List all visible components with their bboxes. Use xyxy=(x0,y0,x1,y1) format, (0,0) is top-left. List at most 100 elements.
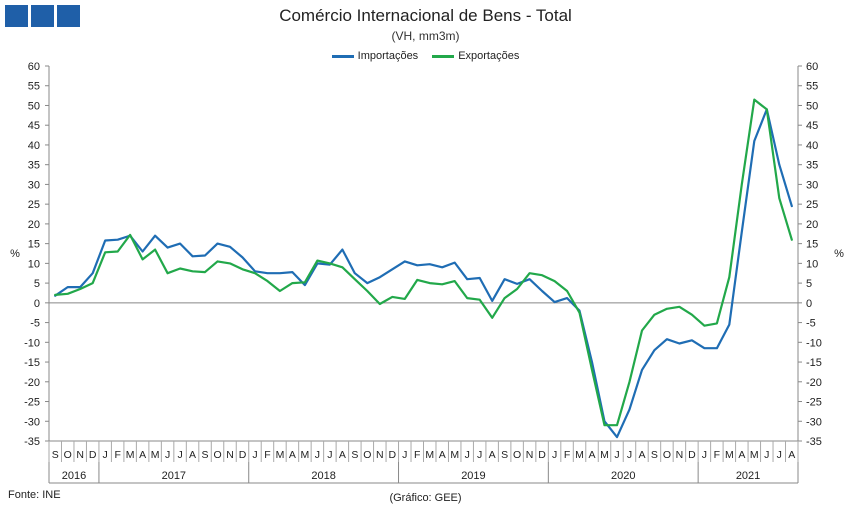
x-tick-label: J xyxy=(477,449,482,461)
y-tick-label-right: 20 xyxy=(806,219,818,231)
y-tick-label-right: -10 xyxy=(806,337,822,349)
year-label: 2018 xyxy=(311,470,335,482)
legend-label-importacoes: Importações xyxy=(357,50,419,62)
x-tick-label: J xyxy=(165,449,170,461)
x-tick-label: J xyxy=(252,449,257,461)
x-tick-label: M xyxy=(276,449,285,461)
x-tick-label: S xyxy=(52,449,59,461)
x-tick-label: A xyxy=(339,449,346,461)
y-axis-label-right: % xyxy=(834,248,844,260)
x-tick-label: N xyxy=(376,449,384,461)
y-tick-label-left: -35 xyxy=(24,436,40,448)
y-tick-label-left: 20 xyxy=(28,219,40,231)
x-tick-label: M xyxy=(151,449,160,461)
y-axis-label-left: % xyxy=(10,248,20,260)
y-tick-label-right: 5 xyxy=(806,278,812,290)
x-tick-label: J xyxy=(702,449,707,461)
y-tick-label-left: 30 xyxy=(28,179,40,191)
y-tick-label-right: 50 xyxy=(806,100,818,112)
x-tick-label: A xyxy=(439,449,446,461)
x-tick-label: J xyxy=(627,449,632,461)
x-tick-label: F xyxy=(264,449,270,461)
x-tick-label: M xyxy=(425,449,434,461)
y-tick-label-left: -20 xyxy=(24,377,40,389)
x-tick-label: J xyxy=(402,449,407,461)
y-tick-label-right: -5 xyxy=(806,318,816,330)
x-tick-label: J xyxy=(177,449,182,461)
y-tick-label-right: -35 xyxy=(806,436,822,448)
x-tick-label: D xyxy=(89,449,97,461)
x-tick-label: N xyxy=(676,449,684,461)
y-tick-label-left: 50 xyxy=(28,100,40,112)
y-tick-label-left: 0 xyxy=(34,298,40,310)
legend-swatch-exportacoes xyxy=(432,54,455,58)
y-tick-label-left: -30 xyxy=(24,416,40,428)
x-tick-label: N xyxy=(226,449,234,461)
x-tick-label: A xyxy=(589,449,596,461)
x-tick-label: M xyxy=(126,449,135,461)
x-tick-label: J xyxy=(315,449,320,461)
x-tick-label: F xyxy=(714,449,720,461)
x-tick-label: J xyxy=(614,449,619,461)
y-tick-label-right: 15 xyxy=(806,239,818,251)
y-tick-label-left: 5 xyxy=(34,278,40,290)
year-label: 2019 xyxy=(461,470,485,482)
y-tick-label-left: 35 xyxy=(28,160,40,172)
importacoes-line xyxy=(54,108,793,439)
y-tick-label-right: 25 xyxy=(806,199,818,211)
y-tick-label-left: 10 xyxy=(28,258,40,270)
y-tick-label-right: -25 xyxy=(806,397,822,409)
y-tick-label-left: -15 xyxy=(24,357,40,369)
y-tick-label-left: -25 xyxy=(24,397,40,409)
x-tick-label: J xyxy=(777,449,782,461)
x-tick-label: O xyxy=(213,449,221,461)
x-tick-label: A xyxy=(289,449,296,461)
x-tick-label: M xyxy=(301,449,310,461)
logo-box xyxy=(57,5,80,27)
x-tick-label: N xyxy=(76,449,84,461)
x-tick-label: F xyxy=(564,449,570,461)
chart-legend: Importações Exportações xyxy=(0,50,851,62)
x-tick-label: A xyxy=(139,449,146,461)
y-tick-label-right: 60 xyxy=(806,61,818,73)
x-tick-label: O xyxy=(363,449,371,461)
year-label: 2017 xyxy=(162,470,186,482)
x-tick-label: A xyxy=(738,449,745,461)
x-tick-label: M xyxy=(450,449,459,461)
x-tick-label: A xyxy=(638,449,645,461)
x-tick-label: F xyxy=(414,449,420,461)
logo-box xyxy=(5,5,28,27)
chart-subtitle: (VH, mm3m) xyxy=(391,29,460,43)
chart-title: Comércio Internacional de Bens - Total xyxy=(279,6,572,25)
y-tick-label-left: 25 xyxy=(28,199,40,211)
logo-box xyxy=(31,5,54,27)
x-tick-label: A xyxy=(788,449,795,461)
x-tick-label: J xyxy=(552,449,557,461)
x-tick-label: A xyxy=(489,449,496,461)
y-tick-label-right: 0 xyxy=(806,298,812,310)
y-tick-label-right: 10 xyxy=(806,258,818,270)
y-tick-label-left: 60 xyxy=(28,61,40,73)
x-tick-label: M xyxy=(600,449,609,461)
x-tick-label: J xyxy=(103,449,108,461)
legend-swatch-importacoes xyxy=(331,54,354,58)
y-tick-label-right: 40 xyxy=(806,140,818,152)
x-tick-label: J xyxy=(465,449,470,461)
x-tick-label: O xyxy=(64,449,72,461)
x-tick-label: J xyxy=(764,449,769,461)
x-tick-label: D xyxy=(388,449,396,461)
x-tick-label: S xyxy=(501,449,508,461)
y-tick-label-right: -30 xyxy=(806,416,822,428)
y-tick-label-left: 15 xyxy=(28,239,40,251)
exportacoes-line xyxy=(54,98,793,427)
x-tick-label: F xyxy=(114,449,120,461)
x-tick-label: A xyxy=(189,449,196,461)
y-tick-label-right: 30 xyxy=(806,179,818,191)
x-tick-label: S xyxy=(202,449,209,461)
year-label: 2016 xyxy=(62,470,86,482)
x-tick-label: O xyxy=(663,449,671,461)
y-tick-label-left: 45 xyxy=(28,120,40,132)
x-tick-label: D xyxy=(239,449,247,461)
y-tick-label-left: -5 xyxy=(30,318,40,330)
